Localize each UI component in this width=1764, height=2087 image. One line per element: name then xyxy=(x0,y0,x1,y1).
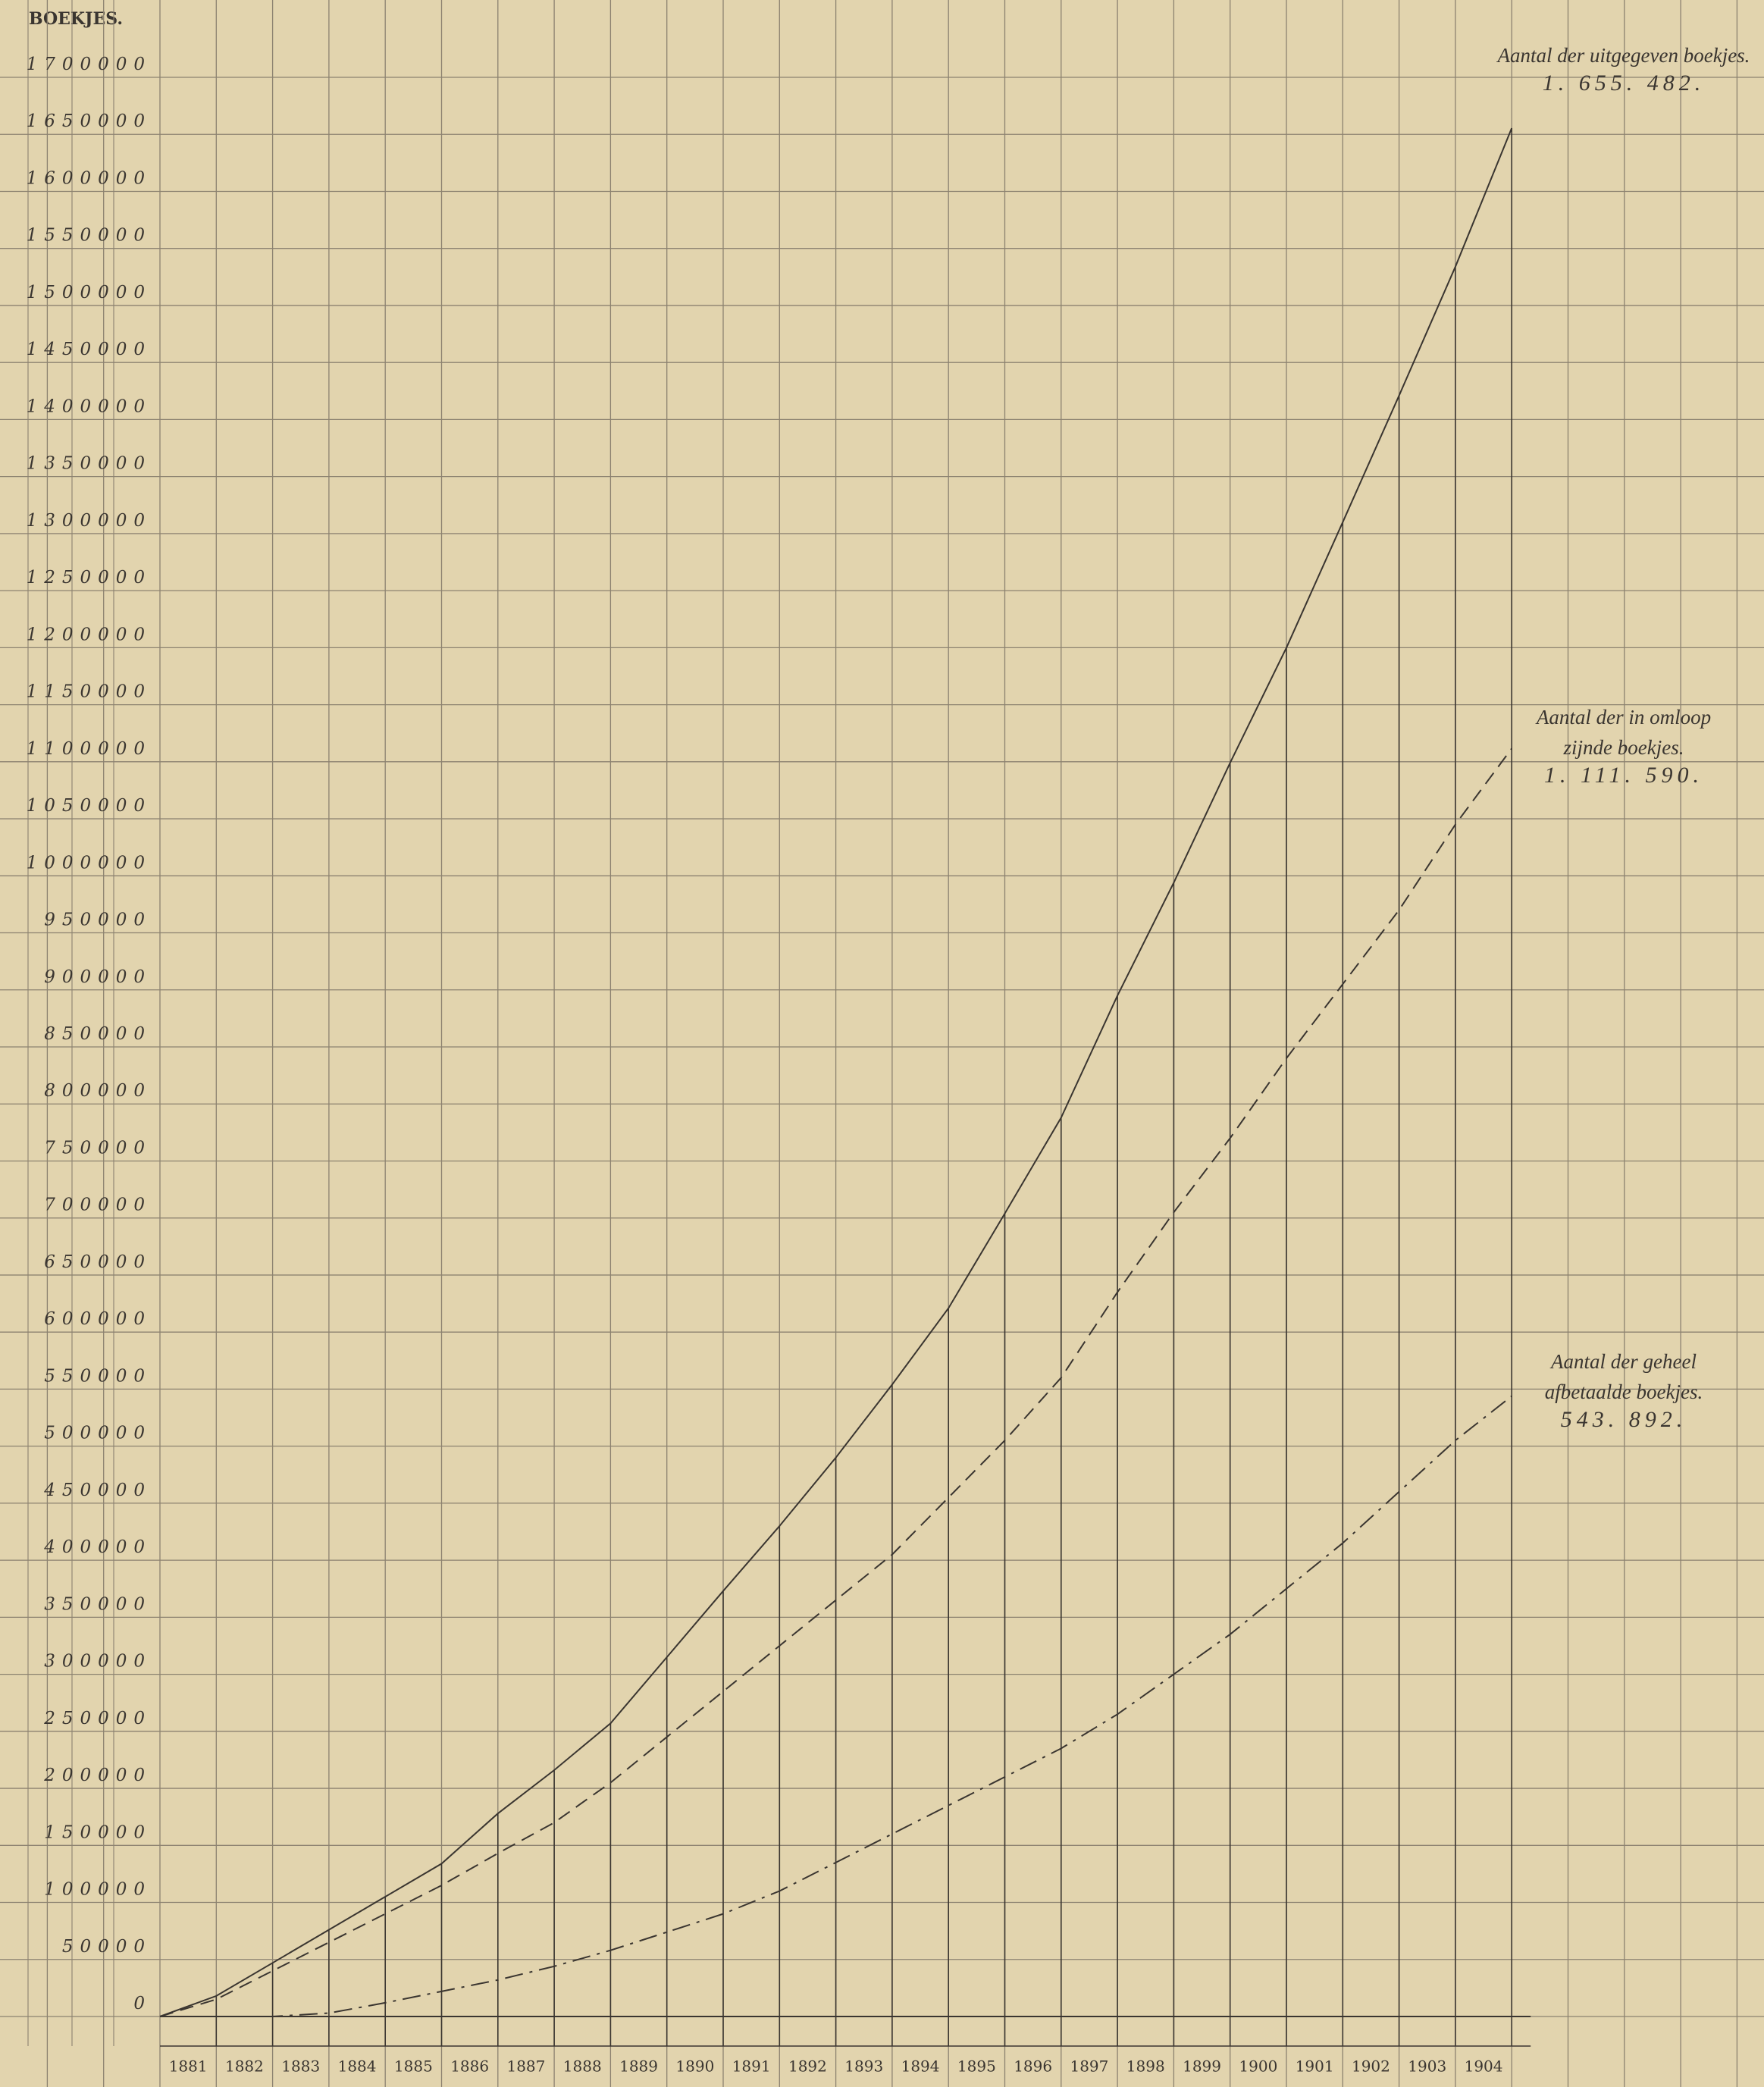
series-line xyxy=(159,747,1513,2017)
x-tick-label: 1883 xyxy=(281,2057,320,2076)
y-tick-label: 1400000 xyxy=(27,396,152,416)
x-tick-label: 1894 xyxy=(901,2057,940,2076)
annotation: Aantal der uitgegeven boekjes. 1. 655. 48… xyxy=(1497,44,1750,96)
x-tick-label: 1888 xyxy=(563,2057,602,2076)
x-tick-label: 1884 xyxy=(338,2057,377,2076)
y-tick-label: 1300000 xyxy=(27,511,152,531)
y-tick-label: 550000 xyxy=(44,1366,152,1386)
x-tick-label: 1885 xyxy=(394,2057,433,2076)
x-tick-label: 1896 xyxy=(1014,2057,1052,2076)
y-tick-label: 1000000 xyxy=(27,853,152,873)
y-tick-label: 900000 xyxy=(44,967,152,987)
x-tick-label: 1904 xyxy=(1465,2057,1503,2076)
x-tick-label: 1898 xyxy=(1126,2057,1165,2076)
y-tick-label: 500000 xyxy=(44,1424,152,1443)
legend-label: Aantal der in omloop zijnde boekjes. xyxy=(1536,706,1712,759)
x-tick-label: 1881 xyxy=(169,2057,208,2076)
y-tick-label: 1650000 xyxy=(27,111,152,131)
y-tick-label: 350000 xyxy=(44,1594,152,1614)
y-tick-label: 0 xyxy=(133,1994,152,2013)
y-tick-label: 1150000 xyxy=(27,682,152,702)
y-tick-label: 1500000 xyxy=(27,283,152,302)
y-tick-label: 800000 xyxy=(44,1081,152,1101)
y-tick-label: 50000 xyxy=(62,1937,152,1957)
y-tick-label: 150000 xyxy=(44,1822,152,1842)
x-tick-label: 1901 xyxy=(1296,2057,1334,2076)
x-tick-label: 1895 xyxy=(957,2057,996,2076)
y-tick-label: 300000 xyxy=(44,1652,152,1672)
y-tick-label: 600000 xyxy=(44,1309,152,1329)
series-line xyxy=(159,127,1513,2017)
y-tick-label: 1250000 xyxy=(27,568,152,588)
x-tick-label: 1889 xyxy=(619,2057,658,2076)
y-tick-label: 750000 xyxy=(44,1138,152,1158)
value-label: 1. 655. 482. xyxy=(1542,71,1706,96)
y-tick-label: 450000 xyxy=(43,1481,152,1500)
y-tick-label: 950000 xyxy=(44,910,152,930)
y-tick-label: 1200000 xyxy=(27,625,152,644)
x-tick-label: 1903 xyxy=(1408,2057,1446,2076)
x-tick-label: 1890 xyxy=(675,2057,714,2076)
axis-title: BOEKJES. xyxy=(29,9,123,29)
x-tick-label: 1902 xyxy=(1352,2057,1390,2076)
y-tick-label: 1350000 xyxy=(27,454,152,474)
x-tick-label: 1897 xyxy=(1070,2057,1108,2076)
y-tick-label: 1700000 xyxy=(27,55,152,74)
annotation: Aantal der in omloop zijnde boekjes. 1. 1… xyxy=(1536,706,1712,788)
x-tick-label: 1899 xyxy=(1183,2057,1221,2076)
legend-label: Aantal der uitgegeven boekjes. xyxy=(1497,44,1750,67)
x-tick-label: 1892 xyxy=(788,2057,827,2076)
y-tick-label: 100000 xyxy=(44,1880,152,1900)
y-tick-label: 400000 xyxy=(43,1537,152,1557)
x-tick-label: 1893 xyxy=(844,2057,883,2076)
annotation: Aantal der geheel afbetaalde boekjes. 543… xyxy=(1544,1350,1703,1432)
y-tick-label: 1450000 xyxy=(27,340,152,359)
y-tick-label: 1550000 xyxy=(27,226,152,246)
x-tick-label: 1900 xyxy=(1239,2057,1277,2076)
y-tick-label: 200000 xyxy=(43,1766,152,1785)
x-tick-label: 1882 xyxy=(225,2057,264,2076)
y-tick-label: 250000 xyxy=(43,1709,152,1728)
x-tick-label: 1886 xyxy=(450,2057,489,2076)
legend-label: Aantal der geheel afbetaalde boekjes. xyxy=(1544,1350,1703,1403)
y-tick-label: 700000 xyxy=(44,1195,152,1215)
y-tick-label: 850000 xyxy=(44,1024,152,1044)
value-label: 1. 111. 590. xyxy=(1543,763,1704,788)
y-tick-label: 1600000 xyxy=(27,168,152,188)
value-label: 543. 892. xyxy=(1560,1407,1687,1432)
series-line xyxy=(160,1395,1512,2017)
y-tick-label: 1100000 xyxy=(27,739,152,759)
y-tick-label: 1050000 xyxy=(27,796,152,816)
x-tick-label: 1887 xyxy=(506,2057,545,2076)
y-tick-label: 650000 xyxy=(44,1252,152,1272)
x-tick-label: 1891 xyxy=(732,2057,771,2076)
